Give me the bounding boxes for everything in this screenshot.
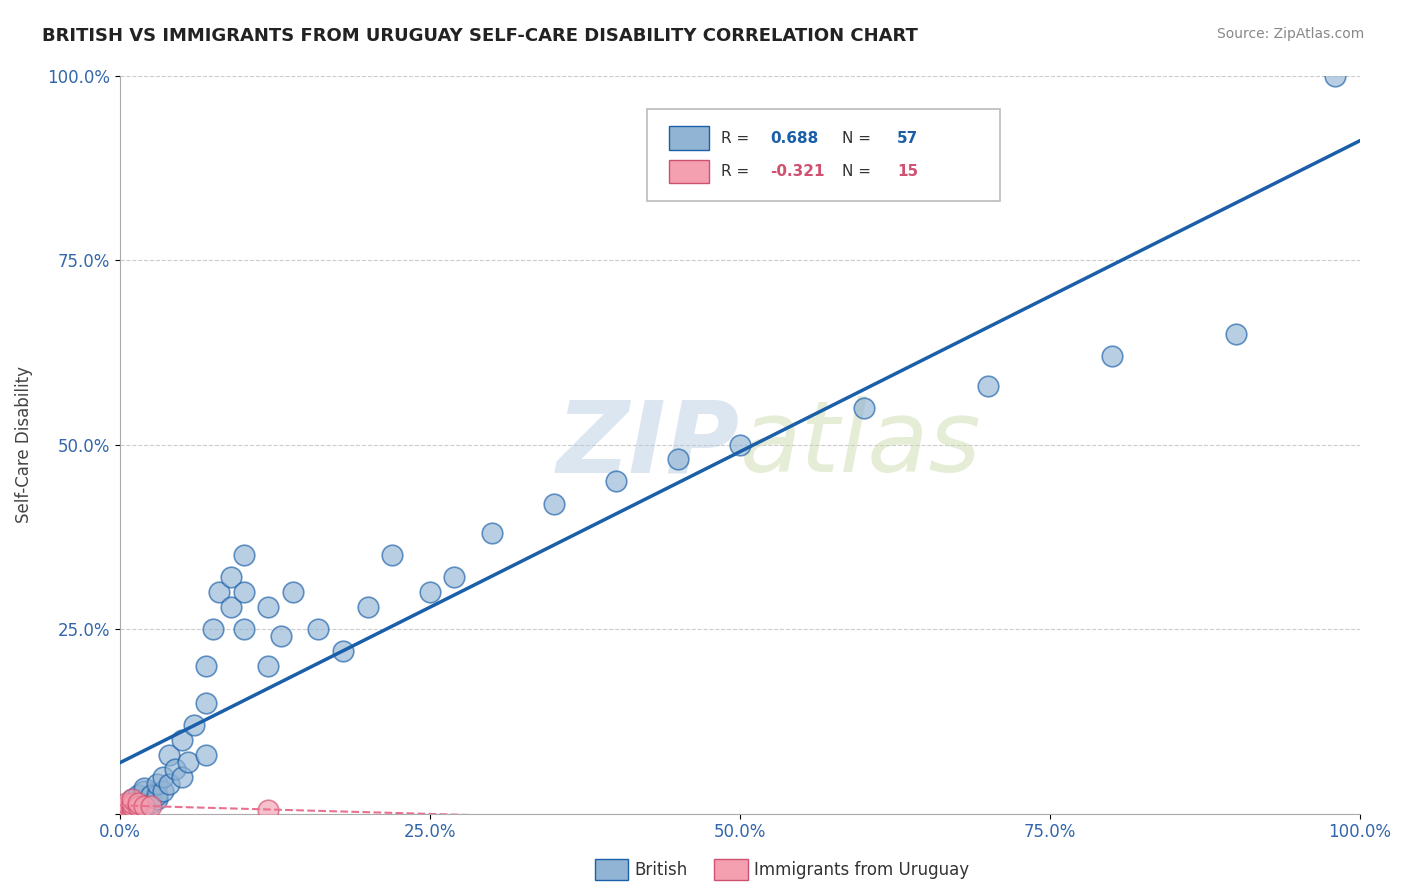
Point [195, 659, 218, 673]
Point [134, 792, 156, 806]
Point [114, 796, 136, 810]
Point [208, 585, 231, 599]
Point [134, 799, 156, 814]
Point [121, 803, 143, 817]
Point [481, 526, 503, 541]
Point [114, 803, 136, 817]
Point [195, 696, 218, 710]
Text: Immigrants from Uruguay: Immigrants from Uruguay [754, 861, 969, 879]
Point [146, 788, 169, 802]
Point [139, 796, 162, 810]
Point [114, 799, 136, 814]
Point [121, 799, 143, 814]
Point [852, 401, 875, 415]
FancyBboxPatch shape [669, 127, 709, 150]
Text: Source: ZipAtlas.com: Source: ZipAtlas.com [1216, 27, 1364, 41]
Point [232, 622, 254, 636]
Point [1225, 326, 1247, 341]
Point [121, 799, 143, 814]
Point [307, 622, 329, 636]
Text: atlas: atlas [740, 396, 981, 493]
Point [152, 770, 174, 784]
Text: ZIP: ZIP [557, 396, 740, 493]
Point [127, 796, 149, 810]
Point [127, 799, 149, 814]
Text: R =: R = [721, 164, 754, 179]
Point [127, 799, 149, 814]
Point [232, 585, 254, 599]
Point [157, 777, 180, 791]
Point [283, 585, 305, 599]
Point [114, 799, 136, 814]
Text: British: British [634, 861, 688, 879]
Point [139, 799, 162, 814]
Point [127, 796, 149, 810]
Point [257, 803, 280, 817]
Point [134, 780, 156, 795]
Point [177, 755, 200, 769]
Point [728, 437, 751, 451]
Point [381, 549, 404, 563]
Point [183, 718, 205, 732]
Text: -0.321: -0.321 [770, 164, 825, 179]
Point [543, 497, 565, 511]
Point [332, 644, 354, 658]
Point [666, 452, 689, 467]
Point [121, 796, 143, 810]
Point [121, 799, 143, 814]
Point [201, 622, 224, 636]
Point [232, 549, 254, 563]
Text: N =: N = [842, 131, 876, 145]
Point [219, 599, 242, 614]
Text: 15: 15 [897, 164, 918, 179]
Point [165, 762, 187, 776]
FancyBboxPatch shape [669, 160, 709, 183]
Point [257, 599, 280, 614]
Point [127, 788, 149, 802]
Point [146, 777, 169, 791]
Text: 57: 57 [897, 131, 918, 145]
Point [605, 475, 627, 489]
Point [134, 784, 156, 798]
Point [121, 792, 143, 806]
Point [419, 585, 441, 599]
Point [257, 659, 280, 673]
Point [1101, 349, 1123, 363]
Point [152, 784, 174, 798]
Point [170, 770, 193, 784]
Point [127, 792, 149, 806]
Point [146, 792, 169, 806]
Text: N =: N = [842, 164, 876, 179]
Point [139, 788, 162, 802]
Point [114, 803, 136, 817]
Point [356, 599, 378, 614]
Point [157, 747, 180, 762]
Point [170, 732, 193, 747]
Text: R =: R = [721, 131, 754, 145]
Point [121, 792, 143, 806]
Point [195, 747, 218, 762]
Point [219, 570, 242, 584]
Point [134, 799, 156, 814]
Point [976, 378, 998, 392]
Point [121, 803, 143, 817]
Point [121, 796, 143, 810]
Point [121, 799, 143, 814]
Point [270, 630, 292, 644]
Text: BRITISH VS IMMIGRANTS FROM URUGUAY SELF-CARE DISABILITY CORRELATION CHART: BRITISH VS IMMIGRANTS FROM URUGUAY SELF-… [42, 27, 918, 45]
Point [443, 570, 465, 584]
FancyBboxPatch shape [647, 109, 1000, 201]
Text: 0.688: 0.688 [770, 131, 818, 145]
Y-axis label: Self-Care Disability: Self-Care Disability [15, 366, 32, 523]
Point [1323, 69, 1346, 83]
